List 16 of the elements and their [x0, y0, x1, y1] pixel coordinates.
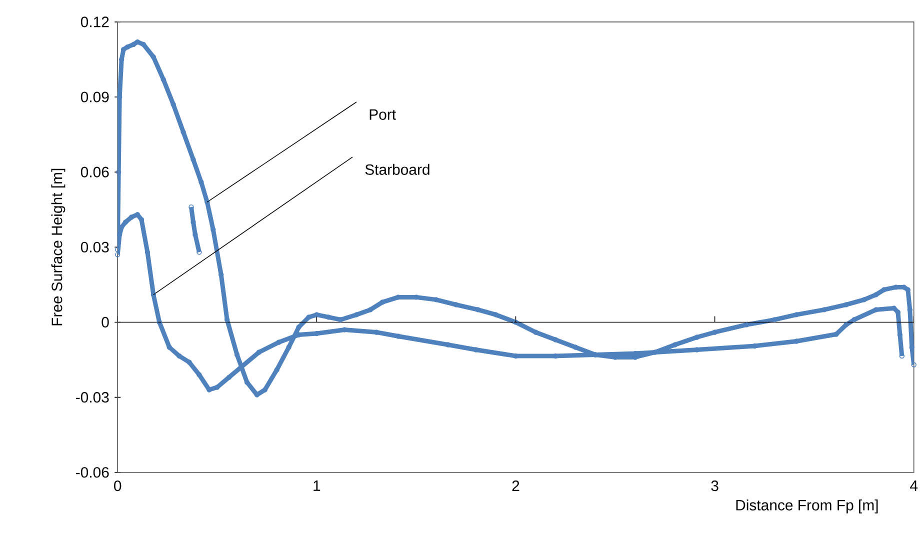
x-tick-label: 3: [711, 480, 718, 492]
y-axis-title: Free Surface Height [m]: [51, 168, 66, 326]
y-tick-label: 0.09: [80, 92, 109, 102]
y-tick-label: 0.12: [80, 16, 109, 28]
x-tick-label: 0: [114, 480, 122, 492]
annotation: Port: [370, 109, 396, 120]
x-tick-label: 2: [512, 480, 520, 491]
y-tick-label: -0.03: [76, 392, 109, 403]
x-tick-label: 1: [314, 480, 320, 491]
x-axis-title: Distance From Fp [m]: [736, 499, 878, 514]
x-tick-label: 4: [910, 480, 918, 491]
y-tick-label: 0.03: [80, 242, 109, 252]
y-tick-label: 0: [102, 316, 109, 328]
annotation: Starboard: [365, 164, 430, 175]
y-tick-label: -0.06: [76, 467, 109, 478]
y-tick-label: 0.06: [80, 166, 109, 178]
